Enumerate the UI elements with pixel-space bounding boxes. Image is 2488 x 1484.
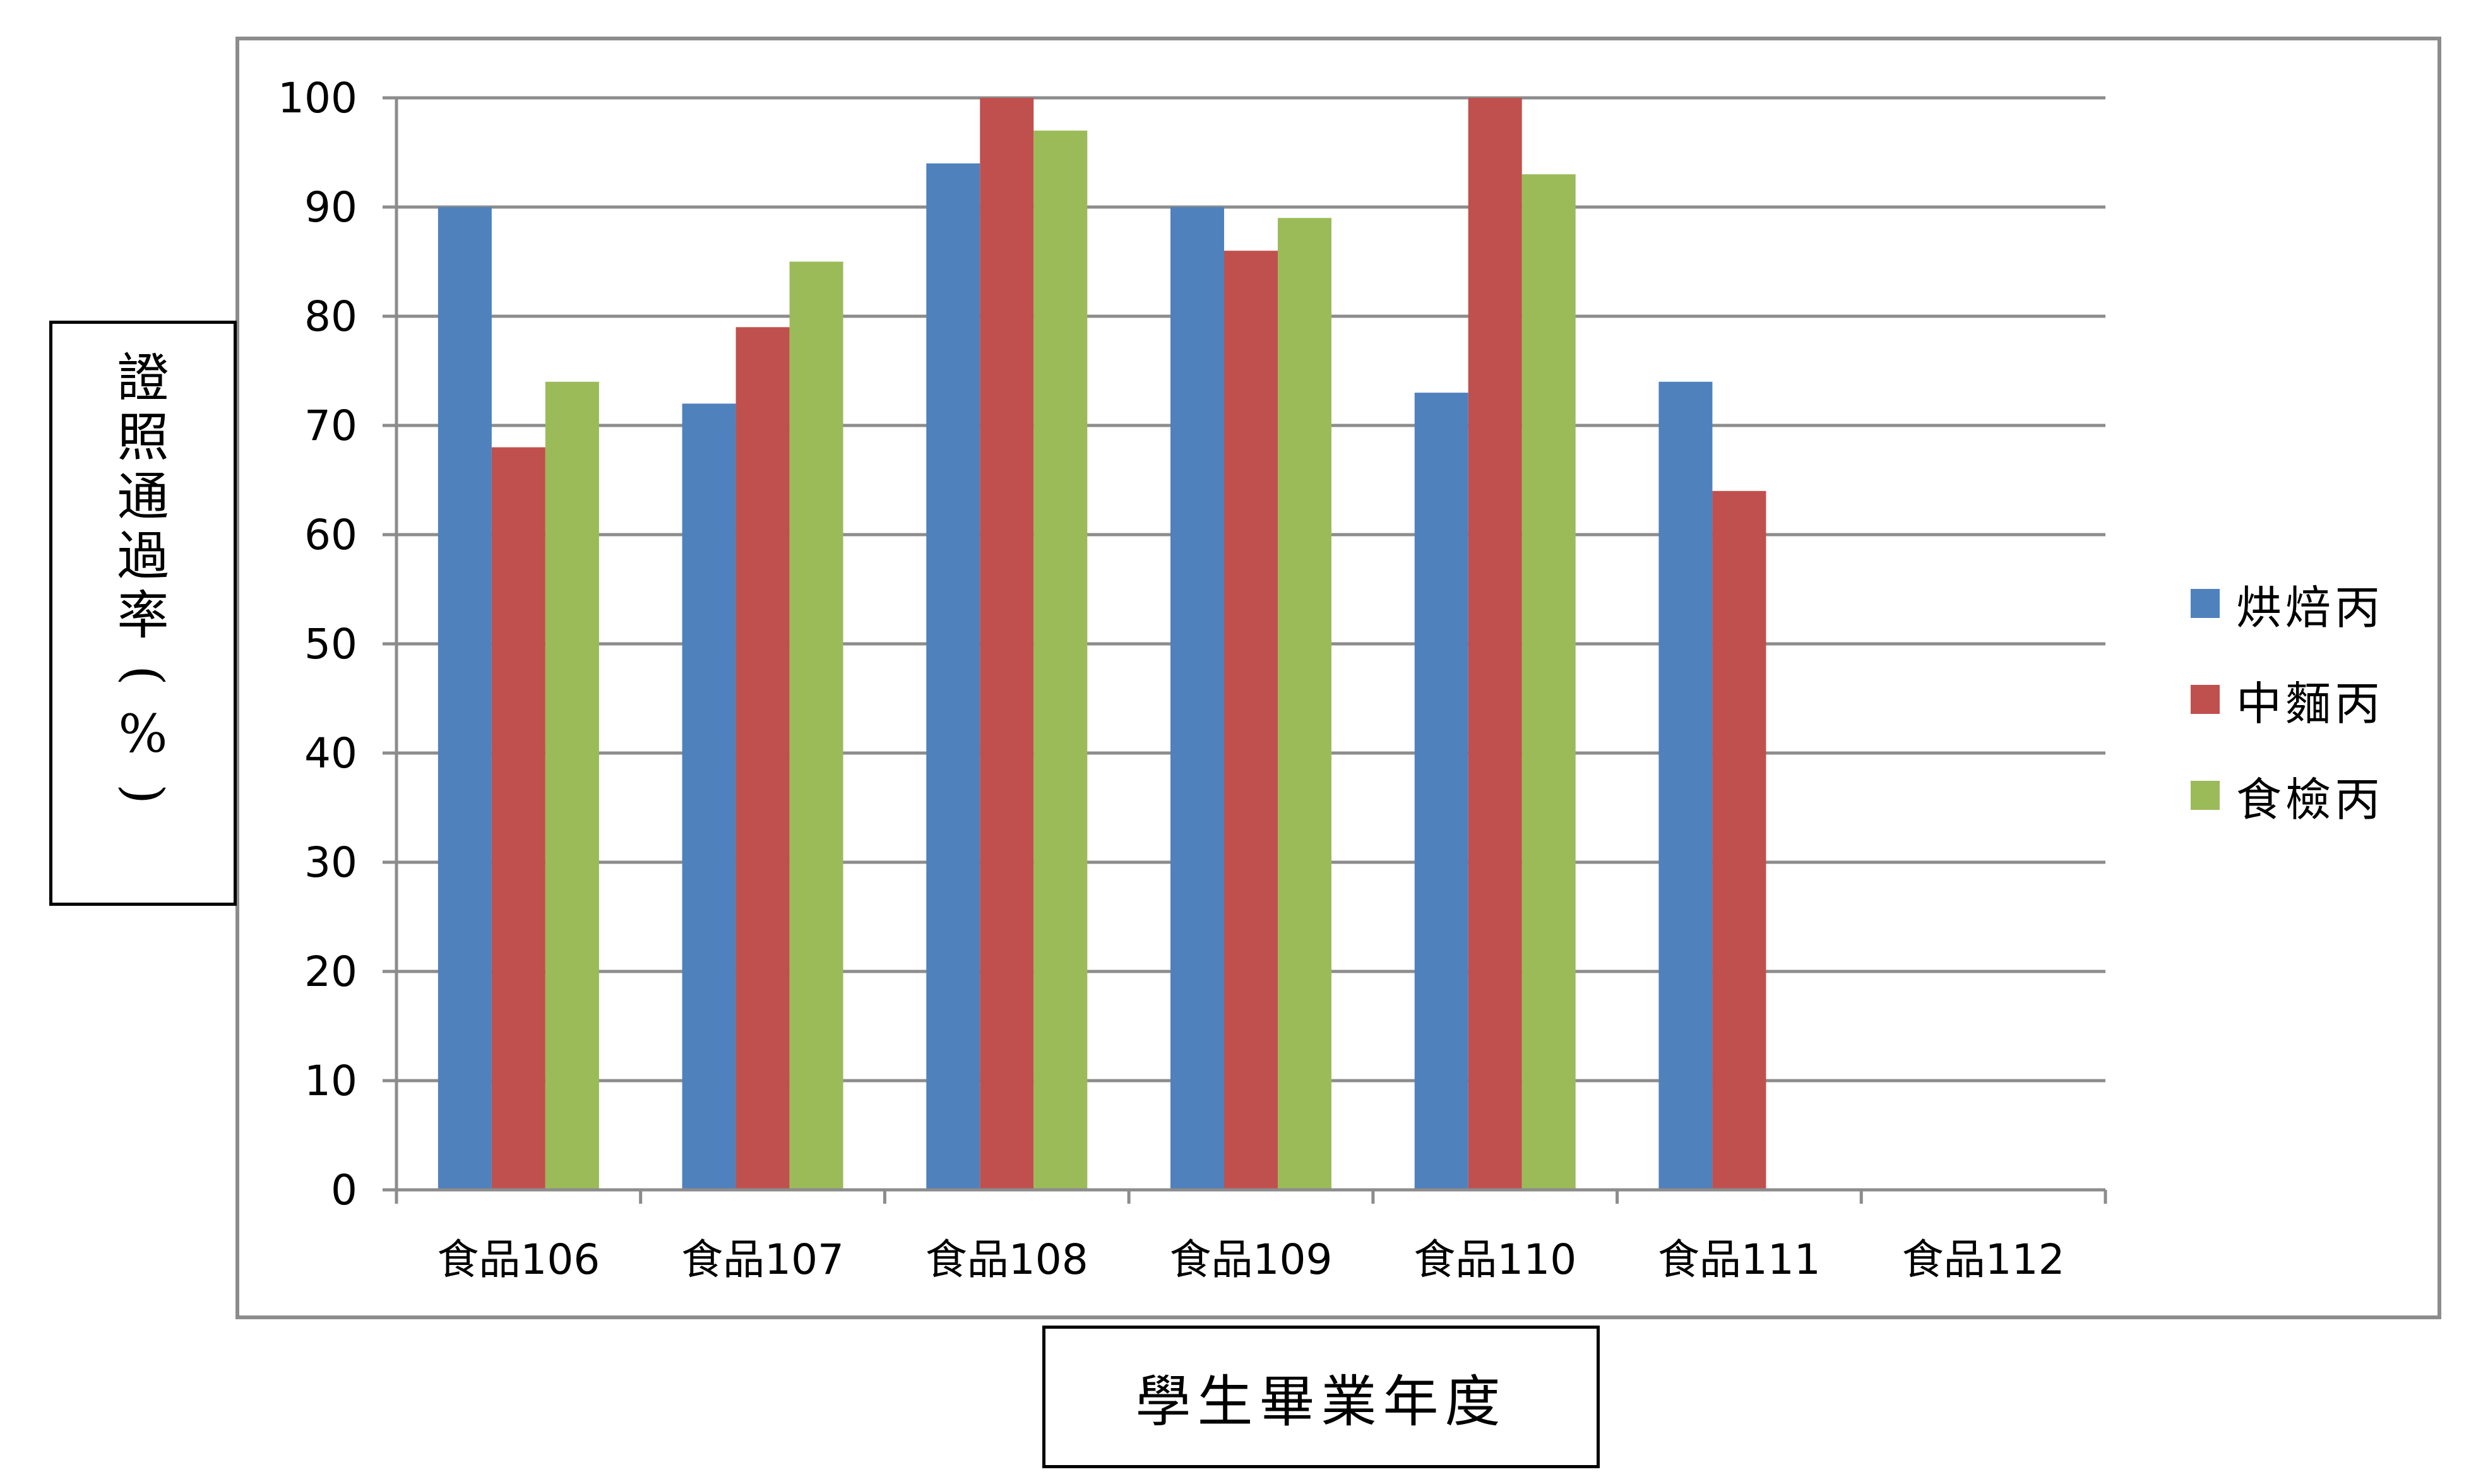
y-tick-label-60: 60 [304, 511, 357, 559]
x-axis-label: 學生畢業年度 [1135, 1368, 1507, 1434]
y-tick-label-100: 100 [278, 74, 357, 122]
legend-item-1: 烘焙丙 [2191, 555, 2384, 651]
x-tick-label-6: 食品111 [1658, 1235, 1821, 1284]
x-tick-label-3: 食品108 [926, 1235, 1088, 1284]
x-tick-label-7: 食品112 [1902, 1235, 2065, 1284]
bar-2-1 [491, 447, 545, 1190]
bar-3-4 [1278, 218, 1331, 1190]
y-tick-label-0: 0 [331, 1166, 357, 1214]
y-axis-label-char: 證 [117, 348, 169, 408]
y-tick-label-90: 90 [304, 183, 357, 232]
bar-1-5 [1414, 393, 1468, 1190]
bar-2-2 [735, 327, 790, 1190]
legend-item-2: 中麵丙 [2191, 651, 2384, 747]
y-tick-label-70: 70 [304, 401, 357, 450]
x-tick-label-4: 食品109 [1170, 1235, 1333, 1284]
y-axis-label-char: 率 [117, 586, 169, 646]
bar-1-1 [437, 207, 492, 1190]
chart-frame [235, 37, 2441, 1319]
bar-2-3 [980, 98, 1034, 1190]
legend-label: 烘焙丙 [2236, 581, 2384, 634]
bar-3-5 [1521, 174, 1576, 1190]
bar-3-1 [545, 381, 599, 1190]
y-tick-label-10: 10 [304, 1057, 357, 1105]
legend-item-3: 食檢丙 [2191, 747, 2384, 843]
y-tick-label-30: 30 [304, 838, 357, 887]
y-axis-label-char: 過 [117, 526, 169, 586]
bars [437, 98, 1766, 1190]
bar-2-6 [1712, 490, 1766, 1190]
axes [383, 96, 2107, 1204]
y-axis-label-char: 照 [117, 408, 169, 468]
y-tick-label-80: 80 [304, 292, 357, 341]
bar-2-5 [1468, 98, 1522, 1190]
tick-labels: 0 10 20 30 40 50 60 70 80 90 100 食品106 食品107 食品108 食品1… [278, 74, 2065, 1284]
y-tick-label-50: 50 [304, 620, 357, 668]
legend-swatch [2191, 781, 2220, 810]
legend: 烘焙丙 中麵丙 食檢丙 [2191, 555, 2384, 843]
bar-1-6 [1658, 381, 1713, 1190]
y-axis-label-box: 證照通過率 (%) [49, 321, 237, 906]
y-tick-label-20: 20 [304, 947, 357, 996]
y-axis-label: 證照通過率 (%) [52, 349, 234, 824]
legend-swatch [2191, 685, 2220, 714]
legend-swatch [2191, 589, 2220, 618]
y-axis-label-char: ( [113, 665, 174, 686]
legend-label: 食檢丙 [2236, 773, 2384, 826]
y-tick-label-40: 40 [304, 729, 357, 778]
bar-3-3 [1033, 130, 1088, 1190]
bar-1-2 [682, 403, 736, 1190]
gridlines [396, 96, 2105, 1083]
x-tick-label-1: 食品106 [437, 1235, 600, 1284]
legend-label: 中麵丙 [2236, 677, 2384, 730]
x-tick-label-2: 食品107 [681, 1235, 844, 1284]
x-axis-label-box: 學生畢業年度 [1042, 1326, 1600, 1468]
bar-3-2 [789, 261, 843, 1190]
x-tick-label-5: 食品110 [1414, 1235, 1576, 1284]
bar-2-4 [1224, 251, 1278, 1190]
bar-1-3 [926, 163, 980, 1190]
y-axis-label-char: ) [113, 784, 174, 804]
y-axis-label-char: % [118, 704, 168, 764]
y-axis-label-char: 通 [117, 467, 169, 527]
bar-1-4 [1170, 207, 1224, 1190]
